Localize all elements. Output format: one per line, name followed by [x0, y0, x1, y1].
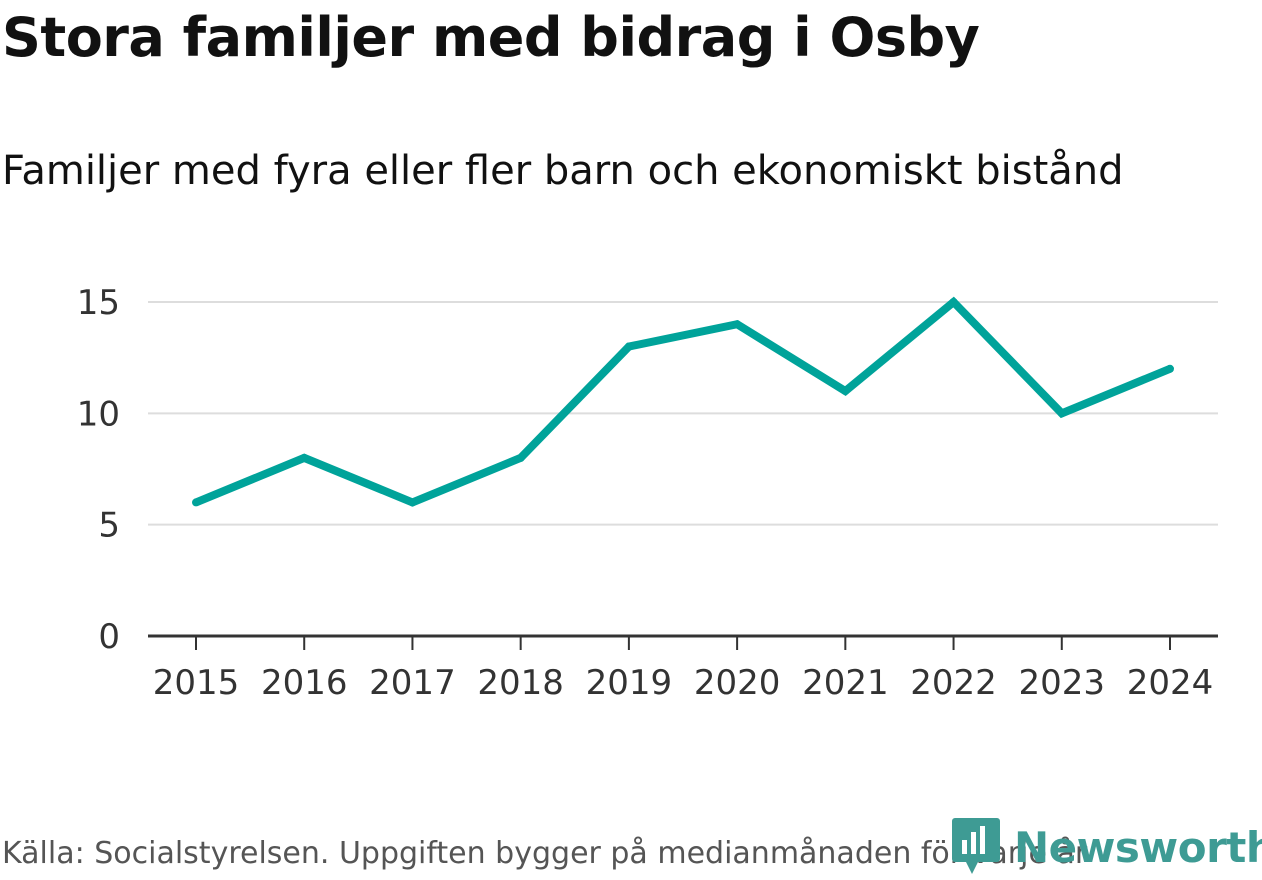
brand-name: Newsworthy: [1014, 822, 1262, 872]
x-tick-label-2024: 2024: [1127, 663, 1214, 703]
data-point-2021: [841, 387, 850, 396]
data-point-2015: [192, 498, 200, 507]
x-tick-label-2021: 2021: [802, 663, 889, 703]
x-tick-label-2017: 2017: [369, 663, 456, 703]
y-tick-label-0: 0: [98, 617, 120, 657]
y-tick-labels: 0 5 10 15: [77, 283, 120, 657]
x-tick-label-2019: 2019: [586, 663, 673, 703]
y-tick-label-5: 5: [98, 506, 120, 546]
x-tick-label-2022: 2022: [910, 663, 997, 703]
data-point-2024: [1166, 364, 1174, 373]
x-tick-label-2015: 2015: [153, 663, 240, 703]
x-tick-label-2020: 2020: [694, 663, 781, 703]
newsworthy-logo-icon: [952, 818, 1000, 876]
brand-logo: Newsworthy: [952, 818, 1262, 876]
x-tick-label-2023: 2023: [1019, 663, 1106, 703]
gridlines: [148, 301, 1218, 526]
data-point-2022: [949, 298, 958, 306]
data-point-2018: [516, 453, 525, 462]
data-point-2017: [408, 498, 417, 507]
data-point-2020: [733, 320, 742, 329]
series-line-0: [194, 296, 1172, 507]
data-point-2023: [1057, 409, 1066, 418]
source-note: Källa: Socialstyrelsen. Uppgiften bygger…: [2, 836, 1088, 871]
x-tick-labels: 2015 2016 2017 2018 2019 2020 2021 2022 2023 2024: [153, 663, 1214, 703]
series-layer: [192, 296, 1174, 507]
y-tick-label-10: 10: [77, 394, 120, 434]
x-axis: [148, 634, 1218, 650]
chart-subtitle: Familjer med fyra eller fler barn och ek…: [2, 148, 1124, 194]
x-tick-label-2016: 2016: [261, 663, 348, 703]
chart-title: Stora familjer med bidrag i Osby: [2, 6, 980, 69]
y-tick-label-15: 15: [77, 283, 120, 323]
data-point-2016: [300, 453, 309, 462]
x-tick-label-2018: 2018: [477, 663, 564, 703]
data-point-2019: [624, 342, 633, 351]
